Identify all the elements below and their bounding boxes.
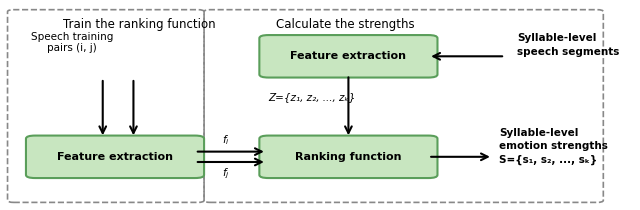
- FancyBboxPatch shape: [259, 136, 438, 178]
- Text: $f_j$: $f_j$: [221, 166, 229, 181]
- Text: Z={z₁, z₂, ..., zₖ}: Z={z₁, z₂, ..., zₖ}: [269, 92, 356, 102]
- Text: Syllable-level
speech segments: Syllable-level speech segments: [517, 33, 620, 56]
- Text: Feature extraction: Feature extraction: [291, 51, 406, 61]
- Text: Train the ranking function: Train the ranking function: [63, 18, 216, 31]
- Text: Calculate the strengths: Calculate the strengths: [276, 18, 415, 31]
- Text: Syllable-level
emotion strengths
S={s₁, s₂, ..., sₖ}: Syllable-level emotion strengths S={s₁, …: [499, 128, 608, 165]
- Text: Feature extraction: Feature extraction: [57, 152, 173, 162]
- Text: $f_i$: $f_i$: [221, 134, 229, 147]
- Text: Speech training
pairs (i, j): Speech training pairs (i, j): [31, 32, 113, 53]
- FancyBboxPatch shape: [26, 136, 204, 178]
- FancyBboxPatch shape: [259, 35, 438, 77]
- Text: Ranking function: Ranking function: [295, 152, 402, 162]
